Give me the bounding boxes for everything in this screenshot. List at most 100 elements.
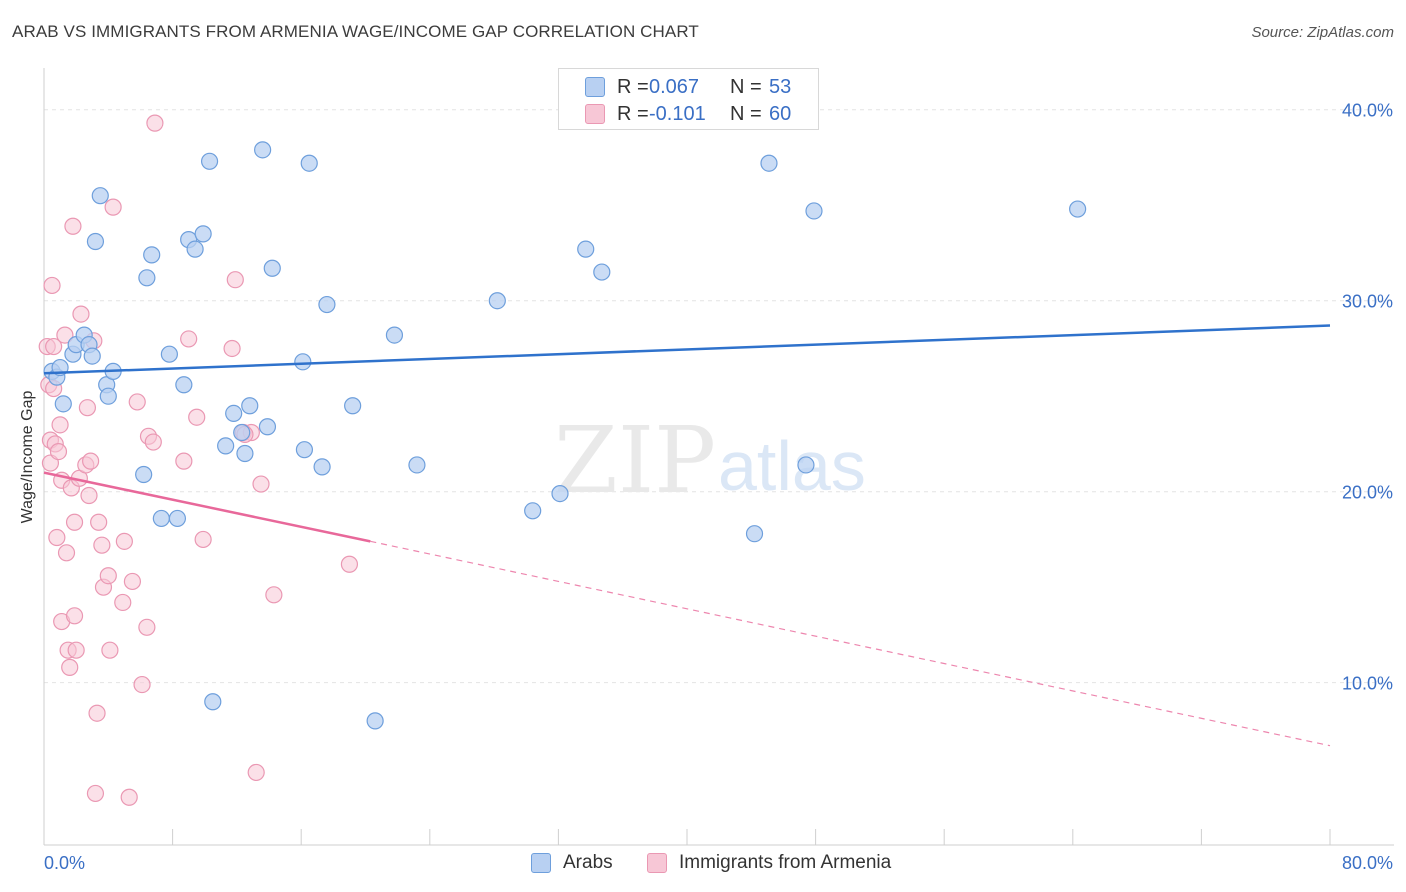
point-arabs bbox=[91, 187, 109, 205]
watermark-atlas: atlas bbox=[718, 427, 866, 505]
point-arabs bbox=[233, 423, 251, 442]
point-arabs bbox=[344, 397, 362, 415]
point-armenia bbox=[144, 433, 162, 451]
point-arabs bbox=[168, 509, 187, 528]
point-arabs bbox=[152, 509, 170, 528]
point-armenia bbox=[247, 763, 265, 782]
point-arabs bbox=[385, 326, 404, 344]
y-tick-label: 30.0% bbox=[1342, 292, 1393, 312]
legend-swatch-arabs bbox=[531, 853, 551, 873]
watermark: ZIP atlas bbox=[554, 407, 866, 514]
point-armenia bbox=[86, 784, 105, 803]
point-armenia bbox=[51, 416, 69, 434]
x-tick-label-left: 0.0% bbox=[44, 853, 85, 873]
point-armenia bbox=[65, 607, 84, 625]
point-arabs bbox=[83, 347, 101, 365]
legend-stats: R = 0.067 N = 53 R = -0.101 N = 60 bbox=[558, 68, 819, 130]
point-arabs bbox=[175, 376, 193, 394]
point-armenia bbox=[188, 408, 206, 426]
point-armenia bbox=[56, 326, 74, 344]
point-armenia bbox=[65, 513, 84, 531]
tick-labels: 10.0% 20.0% 30.0% 40.0% 0.0% 80.0% bbox=[44, 101, 1393, 873]
point-arabs bbox=[258, 418, 277, 436]
point-armenia bbox=[180, 330, 198, 348]
point-arabs bbox=[593, 263, 611, 281]
point-arabs bbox=[138, 269, 156, 287]
gridlines bbox=[44, 109, 1395, 684]
point-arabs bbox=[135, 465, 153, 484]
point-arabs bbox=[300, 154, 318, 172]
point-armenia bbox=[175, 452, 193, 470]
point-armenia bbox=[67, 641, 85, 659]
point-arabs bbox=[313, 458, 331, 476]
point-arabs bbox=[86, 232, 105, 251]
point-arabs bbox=[204, 693, 222, 711]
point-armenia bbox=[340, 555, 359, 573]
trend-line-arabs bbox=[43, 324, 1331, 375]
point-arabs bbox=[254, 141, 272, 159]
point-armenia bbox=[114, 593, 132, 612]
legend-r-label: R = bbox=[617, 102, 649, 125]
point-arabs bbox=[194, 225, 212, 243]
y-tick-label: 40.0% bbox=[1342, 101, 1393, 121]
point-armenia bbox=[115, 532, 133, 550]
point-armenia bbox=[72, 305, 90, 323]
legend-item-armenia: Immigrants from Armenia bbox=[647, 852, 891, 874]
point-arabs bbox=[366, 712, 384, 730]
point-arabs bbox=[488, 292, 506, 310]
point-armenia bbox=[61, 658, 79, 676]
point-arabs bbox=[186, 240, 204, 258]
legend-item-arabs: Arabs bbox=[531, 852, 613, 874]
point-armenia bbox=[99, 567, 117, 585]
point-armenia bbox=[90, 513, 108, 531]
point-arabs bbox=[200, 152, 219, 170]
point-arabs bbox=[1069, 200, 1087, 218]
legend-n-label: N = bbox=[730, 75, 762, 98]
legend-n-value-armenia: 60 bbox=[769, 102, 792, 125]
point-arabs bbox=[760, 154, 778, 172]
point-arabs bbox=[295, 441, 314, 459]
legend-label-arabs: Arabs bbox=[563, 852, 613, 873]
point-arabs bbox=[160, 345, 178, 363]
point-armenia bbox=[104, 198, 122, 216]
point-armenia bbox=[49, 442, 68, 461]
point-armenia bbox=[223, 339, 241, 358]
legend-label-armenia: Immigrants from Armenia bbox=[679, 852, 892, 873]
point-armenia bbox=[88, 704, 106, 722]
point-armenia bbox=[57, 544, 76, 562]
point-armenia bbox=[133, 675, 151, 694]
legend-n-value-arabs: 53 bbox=[769, 75, 792, 98]
legend-r-label: R = bbox=[617, 75, 649, 98]
point-arabs bbox=[294, 353, 312, 371]
point-armenia bbox=[45, 337, 63, 356]
point-armenia bbox=[93, 536, 111, 554]
point-armenia bbox=[80, 486, 98, 505]
watermark-zip: ZIP bbox=[554, 407, 716, 514]
point-arabs bbox=[241, 397, 259, 415]
series-armenia-points bbox=[38, 114, 359, 806]
point-arabs bbox=[236, 444, 254, 463]
point-armenia bbox=[123, 572, 142, 591]
y-tick-label: 10.0% bbox=[1342, 674, 1393, 694]
point-armenia bbox=[146, 114, 164, 132]
point-arabs bbox=[524, 502, 542, 520]
point-armenia bbox=[265, 586, 283, 604]
point-armenia bbox=[194, 530, 212, 549]
point-arabs bbox=[99, 387, 117, 405]
point-armenia bbox=[78, 399, 97, 417]
legend-swatch-armenia bbox=[647, 853, 667, 873]
x-tick-label-right: 80.0% bbox=[1342, 853, 1393, 873]
point-arabs bbox=[577, 240, 595, 258]
point-armenia bbox=[64, 217, 82, 235]
point-armenia bbox=[101, 641, 119, 659]
point-arabs bbox=[263, 259, 281, 277]
point-armenia bbox=[82, 452, 100, 470]
chart-title: ARAB VS IMMIGRANTS FROM ARMENIA WAGE/INC… bbox=[12, 22, 699, 41]
point-arabs bbox=[408, 456, 426, 474]
point-arabs bbox=[318, 295, 336, 314]
point-armenia bbox=[128, 393, 146, 411]
point-arabs bbox=[805, 202, 823, 220]
point-arabs bbox=[225, 404, 243, 422]
y-tick-label: 20.0% bbox=[1342, 483, 1393, 503]
